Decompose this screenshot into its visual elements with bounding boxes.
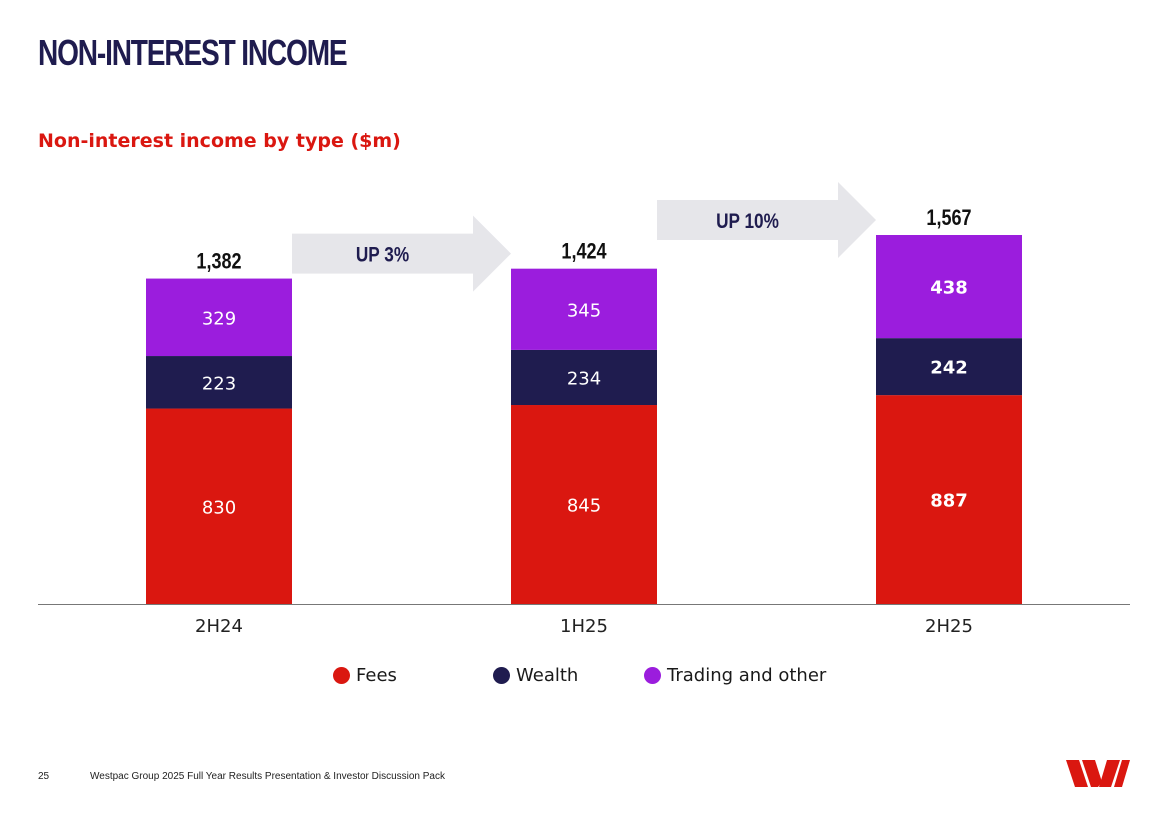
- growth-arrow-1: [292, 215, 511, 292]
- growth-label-2: UP 10%: [716, 211, 779, 234]
- data-label: 234: [567, 368, 601, 389]
- legend-label-trading: Trading and other: [667, 665, 827, 686]
- footer-text: Westpac Group 2025 Full Year Results Pre…: [90, 771, 445, 782]
- total-label: 1,382: [196, 250, 241, 274]
- legend-swatch-trading: [644, 667, 661, 684]
- legend-item-wealth: Wealth: [493, 665, 578, 686]
- chart-subtitle: Non-interest income by type ($m): [38, 130, 401, 152]
- data-label: 438: [930, 278, 968, 299]
- bar-wealth-2h25: [876, 338, 1022, 396]
- legend-swatch-wealth: [493, 667, 510, 684]
- legend-label-fees: Fees: [356, 665, 397, 686]
- data-label: 845: [567, 496, 601, 517]
- chart-legend: Fees Wealth Trading and other: [0, 665, 1168, 689]
- data-label: 887: [930, 491, 968, 512]
- growth-label-1: UP 3%: [356, 244, 409, 267]
- bar-trading-and-other-2h25: [876, 235, 1022, 339]
- bar-fees-2h24: [146, 408, 292, 604]
- data-label: 329: [202, 308, 236, 329]
- legend-item-fees: Fees: [333, 665, 397, 686]
- legend-swatch-fees: [333, 667, 350, 684]
- legend-item-trading: Trading and other: [644, 665, 826, 686]
- x-tick-label: 1H25: [560, 616, 608, 637]
- bar-fees-1h25: [511, 405, 657, 604]
- bar-trading-and-other-1h25: [511, 268, 657, 350]
- bar-wealth-1h25: [511, 349, 657, 406]
- data-label: 242: [930, 358, 968, 379]
- x-tick-label: 2H25: [925, 616, 973, 637]
- data-label: 345: [567, 300, 601, 321]
- bar-wealth-2h24: [146, 356, 292, 409]
- data-label: 830: [202, 497, 236, 518]
- legend-label-wealth: Wealth: [516, 665, 579, 686]
- bar-fees-2h25: [876, 395, 1022, 604]
- x-tick-label: 2H24: [195, 616, 243, 637]
- data-label: 223: [202, 373, 236, 394]
- total-label: 1,424: [561, 240, 607, 264]
- stacked-bar-chart: 830 223 329 1,382 2H24 845 234 345 1,424 1H25 887 2…: [38, 182, 1130, 637]
- total-label: 1,567: [926, 206, 971, 230]
- westpac-logo-icon: [1066, 760, 1130, 787]
- footer-page-number: 25: [38, 771, 50, 782]
- bar-trading-and-other-2h24: [146, 278, 292, 357]
- page-title: NON-INTEREST INCOME: [38, 32, 348, 73]
- growth-arrow-2: [657, 182, 876, 258]
